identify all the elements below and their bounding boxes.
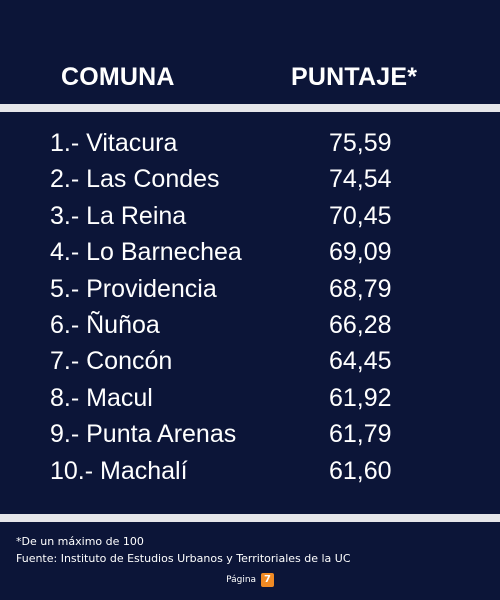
puntaje-value: 61,60 [329,456,392,485]
table-row: 1.- Vitacura 75,59 [0,125,500,161]
comuna-name: 2.- Las Condes [50,165,220,194]
table-row: 2.- Las Condes 74,54 [0,161,500,197]
puntaje-value: 61,79 [329,420,392,449]
table-row: 5.- Providencia 68,79 [0,271,500,307]
header-divider [0,104,500,112]
brand-logo: Página 7 [0,573,500,587]
source-note: Fuente: Instituto de Estudios Urbanos y … [16,552,351,565]
table-row: 6.- Ñuñoa 66,28 [0,307,500,343]
footer-notes: *De un máximo de 100 Fuente: Instituto d… [16,533,351,567]
comuna-name: 6.- Ñuñoa [50,310,160,339]
puntaje-value: 66,28 [329,310,392,339]
puntaje-value: 74,54 [329,165,392,194]
puntaje-value: 69,09 [329,238,392,267]
table-row: 9.- Punta Arenas 61,79 [0,416,500,452]
comuna-name: 1.- Vitacura [50,129,178,157]
footer-divider [0,514,500,522]
puntaje-value: 70,45 [329,201,392,230]
comuna-name: 5.- Providencia [50,274,217,303]
puntaje-value: 64,45 [329,347,392,376]
column-header-comuna: COMUNA [61,63,175,91]
comuna-name: 7.- Concón [50,347,173,376]
brand-name: Página [226,575,257,585]
table-row: 7.- Concón 64,45 [0,343,500,379]
puntaje-value: 68,79 [329,274,392,303]
table-row: 10.- Machalí 61,60 [0,453,500,489]
comuna-name: 8.- Macul [50,383,153,412]
brand-badge: 7 [260,573,274,587]
table-header: COMUNA PUNTAJE* [0,0,500,104]
comuna-name: 9.- Punta Arenas [50,420,237,449]
puntaje-value: 61,92 [329,383,392,412]
comuna-name: 3.- La Reina [50,201,187,230]
table-row: 8.- Macul 61,92 [0,380,500,416]
comuna-name: 10.- Machalí [50,456,188,485]
table-row: 3.- La Reina 70,45 [0,198,500,234]
column-header-puntaje: PUNTAJE* [291,63,418,91]
table-row: 4.- Lo Barnechea 69,09 [0,234,500,270]
puntaje-value: 75,59 [329,129,392,157]
ranking-table-body: 1.- Vitacura 75,59 2.- Las Condes 74,54 3.- … [0,125,500,489]
footnote-max-score: *De un máximo de 100 [16,535,144,548]
comuna-name: 4.- Lo Barnechea [50,238,242,267]
